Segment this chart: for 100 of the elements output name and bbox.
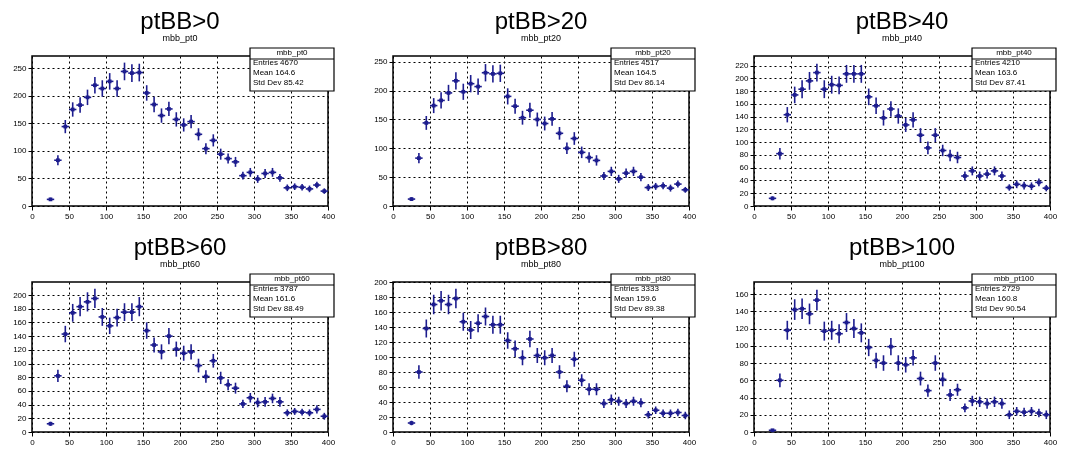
y-tick-label: 180 [374, 292, 389, 302]
chart-title: ptBB>20 [494, 7, 588, 35]
annotation: mbb_pt20 [635, 48, 672, 57]
x-tick-label: 300 [969, 211, 984, 221]
annotation: Mean 159.6 [614, 294, 657, 303]
x-tick-label: 50 [787, 437, 797, 447]
x-tick-label: 50 [426, 211, 436, 221]
annotation: Std Dev 89.38 [614, 304, 666, 313]
y-tick-label: 160 [374, 307, 389, 317]
x-tick-label: 250 [932, 211, 947, 221]
x-tick-label: 350 [1006, 437, 1021, 447]
annotation: Mean 164.5 [614, 68, 657, 77]
annotation: Std Dev 85.42 [253, 78, 305, 87]
y-tick-label: 60 [739, 163, 750, 173]
y-tick-label: 40 [378, 397, 389, 407]
y-tick-label: 80 [739, 150, 750, 160]
x-tick-label: 200 [895, 211, 910, 221]
x-tick-label: 200 [173, 437, 188, 447]
annotation: Mean 160.8 [975, 294, 1018, 303]
x-tick-label: 100 [460, 437, 475, 447]
annotation: Mean 163.6 [975, 68, 1018, 77]
annotation: Entries 4517 [614, 58, 660, 67]
y-tick-label: 120 [374, 337, 389, 347]
y-tick-label: 40 [739, 393, 750, 403]
x-tick-label: 100 [821, 211, 836, 221]
annotation: Std Dev 90.54 [975, 304, 1027, 313]
x-tick-label: 400 [321, 437, 336, 447]
x-tick-label: 150 [858, 437, 873, 447]
annotation: mbb_pt80 [635, 274, 672, 283]
x-tick-label: 100 [821, 437, 836, 447]
chart-subtitle: mbb_pt60 [159, 259, 201, 270]
y-tick-label: 120 [735, 124, 750, 134]
annotation: mbb_pt60 [274, 274, 311, 283]
chart-subtitle: mbb_pt40 [881, 33, 923, 44]
x-tick-label: 250 [210, 437, 225, 447]
y-tick-label: 40 [17, 400, 28, 410]
annotation: Entries 3333 [614, 284, 660, 293]
chart-title: ptBB>100 [848, 233, 956, 261]
x-tick-label: 50 [426, 437, 436, 447]
y-tick-label: 140 [13, 331, 28, 341]
y-tick-label: 120 [735, 324, 750, 334]
chart-subtitle: mbb_pt80 [520, 259, 562, 270]
y-tick-label: 150 [374, 114, 389, 124]
y-tick-label: 180 [735, 86, 750, 96]
x-tick-label: 400 [1043, 437, 1058, 447]
y-tick-label: 100 [374, 352, 389, 362]
x-tick-label: 250 [210, 211, 225, 221]
y-tick-label: 100 [735, 341, 750, 351]
y-tick-label: 160 [735, 99, 750, 109]
x-tick-label: 200 [895, 437, 910, 447]
y-tick-label: 140 [735, 112, 750, 122]
annotation: mbb_pt0 [276, 48, 309, 57]
x-tick-label: 300 [969, 437, 984, 447]
x-tick-label: 50 [65, 211, 75, 221]
x-tick-label: 0 [391, 211, 397, 221]
x-tick-label: 150 [497, 211, 512, 221]
y-tick-label: 160 [13, 317, 28, 327]
x-tick-label: 300 [608, 437, 623, 447]
y-tick-label: 20 [739, 410, 750, 420]
chart-title: ptBB>0 [140, 7, 220, 35]
y-tick-label: 80 [378, 367, 389, 377]
x-tick-label: 350 [645, 211, 660, 221]
x-tick-label: 350 [1006, 211, 1021, 221]
annotation: Entries 4210 [975, 58, 1021, 67]
x-tick-label: 150 [858, 211, 873, 221]
chart-title: ptBB>60 [133, 233, 227, 261]
y-tick-label: 100 [735, 137, 750, 147]
x-tick-label: 350 [645, 437, 660, 447]
y-tick-label: 0 [22, 427, 28, 437]
y-tick-label: 140 [735, 306, 750, 316]
y-tick-label: 150 [13, 118, 28, 128]
y-tick-label: 220 [735, 61, 750, 71]
x-tick-label: 300 [608, 211, 623, 221]
x-tick-label: 400 [1043, 211, 1058, 221]
y-tick-label: 20 [17, 413, 28, 423]
y-tick-label: 140 [374, 322, 389, 332]
annotation: Std Dev 87.41 [975, 78, 1027, 87]
x-tick-label: 200 [534, 437, 549, 447]
x-tick-label: 350 [284, 211, 299, 221]
x-tick-label: 350 [284, 437, 299, 447]
x-tick-label: 250 [932, 437, 947, 447]
annotation: Mean 161.6 [253, 294, 296, 303]
y-tick-label: 0 [22, 201, 28, 211]
x-tick-label: 250 [571, 437, 586, 447]
y-tick-label: 200 [13, 290, 28, 300]
y-tick-label: 100 [13, 146, 28, 156]
x-tick-label: 200 [534, 211, 549, 221]
y-tick-label: 250 [13, 63, 28, 73]
x-tick-label: 0 [30, 211, 36, 221]
annotation: Mean 164.6 [253, 68, 296, 77]
y-tick-label: 0 [383, 427, 389, 437]
x-tick-label: 150 [136, 437, 151, 447]
annotation: Entries 4670 [253, 58, 299, 67]
x-tick-label: 50 [65, 437, 75, 447]
y-tick-label: 200 [374, 86, 389, 96]
y-tick-label: 250 [374, 57, 389, 67]
y-tick-label: 0 [744, 201, 750, 211]
y-tick-label: 160 [735, 289, 750, 299]
x-tick-label: 150 [136, 211, 151, 221]
y-tick-label: 100 [13, 359, 28, 369]
